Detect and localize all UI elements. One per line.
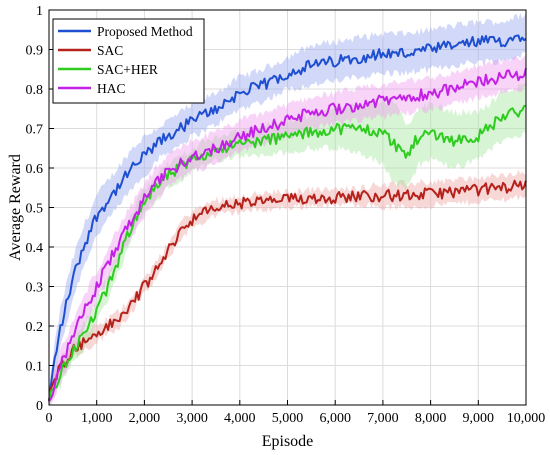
band-hac: [49, 55, 526, 405]
series-line-hac: [48, 68, 527, 402]
x-tick-label: 0: [46, 411, 53, 426]
x-tick-label: 5,000: [272, 411, 304, 426]
series-line-sac: [48, 179, 527, 402]
y-tick-label: 1: [36, 4, 43, 19]
x-tick-label: 4,000: [224, 411, 256, 426]
y-axis-title: Average Reward: [7, 154, 24, 261]
x-tick-label: 1,000: [81, 411, 113, 426]
x-tick-label: 6,000: [319, 411, 351, 426]
y-tick-label: 0.3: [26, 281, 44, 296]
legend-label-hac: HAC: [97, 81, 126, 96]
y-tick-label: 0.8: [26, 83, 44, 98]
series-lines: [48, 34, 527, 402]
x-tick-label: 7,000: [367, 411, 399, 426]
y-tick-label: 0.5: [26, 202, 44, 217]
y-tick-label: 0.9: [26, 44, 44, 59]
x-tick-label: 3,000: [176, 411, 208, 426]
x-tick-label: 9,000: [463, 411, 495, 426]
legend-label-sac: SAC: [97, 43, 123, 58]
y-tick-label: 0.1: [26, 360, 44, 375]
y-axis-ticks: 0 0.1 0.2 0.3 0.4 0.5 0.6 0.7 0.8 0.9 1: [26, 4, 54, 414]
y-tick-label: 0.6: [26, 162, 44, 177]
series-line-sac-her: [48, 104, 527, 402]
x-tick-label: 8,000: [415, 411, 447, 426]
y-tick-label: 0: [36, 399, 43, 414]
y-tick-label: 0.2: [26, 320, 44, 335]
x-axis-ticks: 0 1,000 2,000 3,000 4,000 5,000 6,000 7,000 8,00…: [46, 400, 546, 426]
x-tick-label: 10,000: [507, 411, 546, 426]
legend-label-sac-her: SAC+HER: [97, 62, 158, 77]
y-tick-label: 0.4: [26, 241, 44, 256]
x-tick-label: 2,000: [129, 411, 161, 426]
band-proposed-method: [49, 12, 526, 405]
legend: Proposed Method SAC SAC+HER HAC: [52, 18, 205, 104]
series-line-proposed-method: [48, 34, 527, 402]
x-axis-title: Episode: [262, 433, 314, 450]
y-tick-label: 0.7: [26, 123, 44, 138]
legend-label-proposed-method: Proposed Method: [97, 24, 193, 39]
band-sac-her: [49, 82, 526, 405]
